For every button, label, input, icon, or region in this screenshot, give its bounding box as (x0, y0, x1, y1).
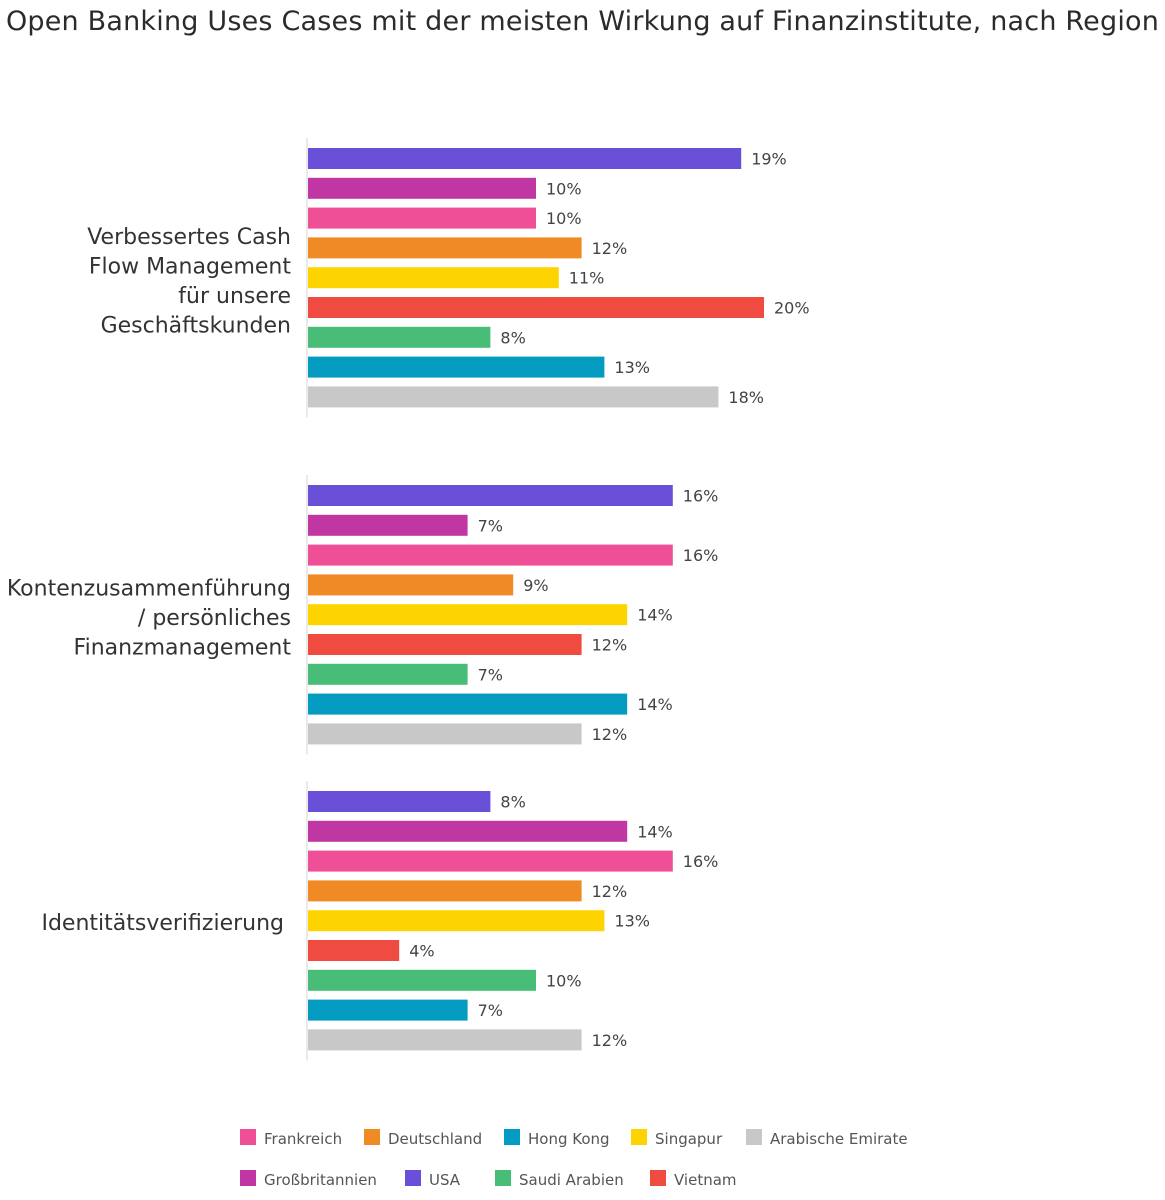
legend-swatch (364, 1129, 380, 1145)
legend-label: Hong Kong (528, 1130, 610, 1148)
category-label-line: für unsere (178, 284, 291, 309)
legend-swatch (746, 1129, 762, 1145)
value-label: 14% (637, 695, 673, 714)
bar-frankreich (308, 207, 536, 229)
bar-usa (308, 485, 673, 506)
bar-hong-kong (308, 999, 468, 1021)
bar-saudi-arabien (308, 326, 491, 348)
bar-arabische-emirate (308, 723, 582, 745)
bar-grossbritannien (308, 177, 536, 199)
bar-deutschland (308, 880, 582, 902)
legend-item-saudi-arabien: Saudi Arabien (495, 1170, 624, 1189)
bar-vietnam (308, 634, 582, 655)
bar-saudi-arabien (308, 969, 536, 991)
legend-label: Arabische Emirate (770, 1130, 908, 1148)
legend-label: Großbritannien (264, 1171, 377, 1189)
bar-saudi-arabien (308, 663, 468, 685)
value-label: 10% (546, 209, 582, 228)
value-label: 20% (774, 299, 810, 318)
legend-item-grossbritannien: Großbritannien (240, 1170, 377, 1189)
bar-deutschland (308, 237, 582, 259)
bar-arabische-emirate (308, 386, 719, 408)
value-label: 12% (592, 1031, 628, 1050)
value-label: 11% (569, 269, 605, 288)
value-label: 12% (592, 239, 628, 258)
value-label: 12% (592, 725, 628, 744)
value-label: 12% (592, 882, 628, 901)
value-label: 7% (478, 1001, 503, 1020)
bar-arabische-emirate (308, 1029, 582, 1051)
bar-hong-kong (308, 356, 605, 378)
bar-frankreich (308, 850, 673, 872)
bar-grossbritannien (308, 514, 468, 536)
value-label: 9% (523, 576, 548, 595)
legend-swatch (495, 1170, 511, 1186)
value-label: 13% (614, 912, 650, 931)
category-label: Verbessertes Cash Flow Management für unse… (87, 225, 291, 339)
legend-swatch (405, 1170, 421, 1186)
legend: Frankreich Deutschland Hong Kong Singapur Ar… (240, 1129, 908, 1189)
value-label: 8% (500, 793, 525, 812)
value-label: 10% (546, 179, 582, 198)
bar-singapur (308, 910, 605, 932)
legend-item-vietnam: Vietnam (650, 1170, 737, 1189)
bar-singapur (308, 604, 628, 626)
category-label-line: / persönliches (138, 606, 291, 631)
legend-swatch (240, 1170, 256, 1186)
bar-usa (308, 791, 491, 812)
legend-label: Vietnam (674, 1171, 737, 1189)
legend-item-singapur: Singapur (631, 1129, 723, 1148)
category-label-line: Flow Management (89, 254, 292, 279)
legend-swatch (240, 1129, 256, 1145)
chart-title: Open Banking Uses Cases mit der meisten … (5, 6, 1160, 37)
value-label: 7% (478, 516, 503, 535)
bar-usa (308, 148, 742, 169)
value-label: 19% (751, 150, 787, 169)
legend-label: Singapur (655, 1130, 723, 1148)
value-label: 10% (546, 971, 582, 990)
category-label-line: Kontenzusammenführung (7, 577, 291, 602)
legend-swatch (504, 1129, 520, 1145)
legend-label: Deutschland (388, 1130, 482, 1148)
legend-label: Saudi Arabien (519, 1171, 624, 1189)
legend-item-arabische-emirate: Arabische Emirate (746, 1129, 908, 1148)
bar-hong-kong (308, 693, 628, 715)
category-label-line: Verbessertes Cash (87, 225, 291, 250)
value-label: 14% (637, 822, 673, 841)
category-label-line: Identitätsverifizierung (41, 911, 284, 936)
bar-frankreich (308, 544, 673, 566)
category-label-line: Geschäftskunden (101, 313, 291, 338)
value-label: 16% (683, 852, 719, 871)
bar-grossbritannien (308, 820, 628, 842)
legend-item-hong-kong: Hong Kong (504, 1129, 610, 1148)
value-label: 12% (592, 636, 628, 655)
value-label: 14% (637, 606, 673, 625)
bar-vietnam (308, 297, 764, 318)
bar-group-1: 19% 10% 10% 12% 11% 20% 8% 13% 18% Verbessertes C… (87, 138, 810, 418)
legend-swatch (650, 1170, 666, 1186)
legend-label: USA (429, 1171, 461, 1189)
value-label: 7% (478, 665, 503, 684)
value-label: 16% (683, 546, 719, 565)
legend-label: Frankreich (264, 1130, 342, 1148)
value-label: 13% (614, 358, 650, 377)
category-label: Identitätsverifizierung (41, 911, 284, 936)
category-label: Kontenzusammenführung / persönliches Finan… (7, 577, 292, 661)
bar-vietnam (308, 940, 400, 961)
bar-deutschland (308, 574, 514, 596)
category-label-line: Finanzmanagement (74, 636, 292, 661)
legend-item-usa: USA (405, 1170, 461, 1189)
value-label: 18% (728, 388, 764, 407)
bar-singapur (308, 267, 559, 289)
bar-group-2: 16% 7% 16% 9% 14% 12% 7% 14% 12% Kontenzusammenfü… (7, 475, 719, 755)
value-label: 16% (683, 487, 719, 506)
value-label: 8% (500, 328, 525, 347)
legend-item-deutschland: Deutschland (364, 1129, 482, 1148)
legend-swatch (631, 1129, 647, 1145)
legend-item-frankreich: Frankreich (240, 1129, 342, 1148)
value-label: 4% (409, 942, 434, 961)
bar-group-3: 8% 14% 16% 12% 13% 4% 10% 7% 12% Identitätsverifi… (41, 781, 719, 1061)
